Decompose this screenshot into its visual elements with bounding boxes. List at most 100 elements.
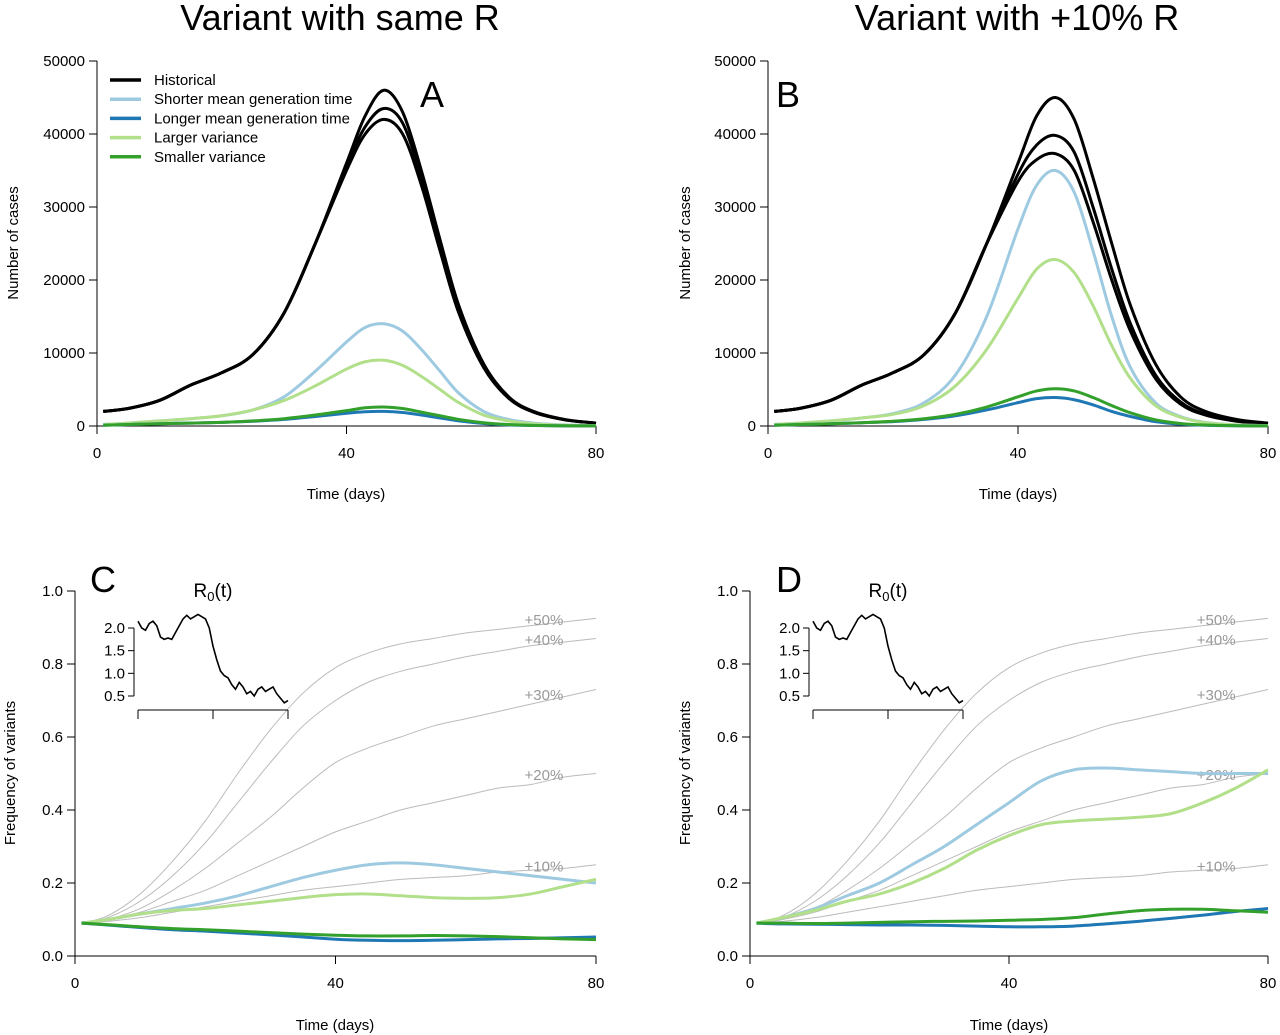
x-tick-label: 0 bbox=[746, 975, 754, 992]
inset-y-tick-label: 2.0 bbox=[779, 620, 800, 637]
x-axis-label: Time (days) bbox=[970, 1017, 1049, 1034]
y-tick-label: 0 bbox=[77, 418, 85, 435]
x-tick-label: 40 bbox=[338, 445, 355, 462]
series-line bbox=[81, 921, 597, 942]
x-tick-label: 40 bbox=[327, 975, 344, 992]
y-tick-label: 30000 bbox=[714, 199, 756, 216]
reference-line-+30% bbox=[81, 689, 597, 924]
reference-label: +20% bbox=[525, 767, 564, 784]
x-tick-label: 80 bbox=[588, 975, 605, 992]
y-tick-label: 30000 bbox=[43, 199, 85, 216]
legend-label: Shorter mean generation time bbox=[154, 91, 352, 108]
inset-title: R0(t) bbox=[869, 581, 908, 604]
y-tick-label: 40000 bbox=[714, 126, 756, 143]
inset-title-main: R bbox=[869, 581, 883, 602]
reference-label: +50% bbox=[525, 612, 564, 629]
series-line bbox=[774, 258, 1269, 428]
y-tick-label: 0.8 bbox=[42, 656, 63, 673]
x-tick-label: 80 bbox=[588, 445, 605, 462]
series-line bbox=[103, 358, 597, 428]
inset-y-tick-label: 1.0 bbox=[104, 665, 125, 682]
inset-r0-line bbox=[812, 613, 964, 704]
reference-label: +40% bbox=[525, 632, 564, 649]
reference-line-+30% bbox=[756, 689, 1269, 924]
title-left: Variant with same R bbox=[180, 0, 499, 38]
title-right: Variant with +10% R bbox=[855, 0, 1180, 38]
y-tick-label: 0.4 bbox=[42, 802, 63, 819]
y-tick-label: 10000 bbox=[43, 345, 85, 362]
inset-title-rest: (t) bbox=[890, 581, 908, 602]
series-line bbox=[756, 907, 1269, 926]
series-line bbox=[774, 168, 1269, 428]
x-tick-label: 40 bbox=[1010, 445, 1027, 462]
inset-title-rest: (t) bbox=[215, 581, 233, 602]
series-line bbox=[103, 405, 597, 428]
inset-y-tick-label: 0.5 bbox=[779, 688, 800, 705]
inset-y-tick-label: 1.5 bbox=[779, 643, 800, 660]
panel-D: 0 40 80 0.0 0.2 0.4 0.6 0.8 1.0 Time (days) Freque… bbox=[677, 559, 1276, 1034]
x-axis-label: Time (days) bbox=[979, 486, 1058, 503]
y-axis-label: Frequency of variants bbox=[677, 701, 694, 845]
y-tick-label: 0.2 bbox=[42, 875, 63, 892]
legend: Historical Shorter mean generation time Lo… bbox=[110, 72, 352, 166]
panel-C: 0 40 80 0.0 0.2 0.4 0.6 0.8 1.0 Time (days) Freque… bbox=[2, 559, 604, 1034]
legend-label: Longer mean generation time bbox=[154, 110, 350, 127]
y-axis-label: Number of cases bbox=[5, 186, 22, 299]
reference-label: +40% bbox=[1197, 632, 1236, 649]
y-axis-label: Number of cases bbox=[677, 186, 694, 299]
y-tick-label: 0.0 bbox=[42, 948, 63, 965]
panel-B: 0 40 80 0 10000 20000 30000 40000 50000 Time (day… bbox=[677, 53, 1276, 503]
inset-y-tick-label: 2.0 bbox=[104, 620, 125, 637]
y-tick-label: 50000 bbox=[714, 53, 756, 70]
x-axis-label: Time (days) bbox=[307, 486, 386, 503]
y-tick-label: 1.0 bbox=[42, 583, 63, 600]
x-tick-label: 80 bbox=[1260, 975, 1277, 992]
reference-line-+10% bbox=[81, 864, 597, 924]
inset-y-tick-label: 1.0 bbox=[779, 665, 800, 682]
y-tick-label: 0.6 bbox=[717, 729, 738, 746]
legend-label: Smaller variance bbox=[154, 149, 266, 166]
panel-A: 0 40 80 0 10000 20000 30000 40000 50000 Time (day… bbox=[5, 53, 604, 503]
x-tick-label: 0 bbox=[71, 975, 79, 992]
y-tick-label: 0.0 bbox=[717, 948, 738, 965]
series-line bbox=[756, 766, 1268, 925]
series-line bbox=[774, 151, 1269, 426]
reference-line-+40% bbox=[756, 637, 1269, 924]
x-tick-label: 0 bbox=[93, 445, 101, 462]
y-tick-label: 0.8 bbox=[717, 656, 738, 673]
reference-label: +20% bbox=[1197, 767, 1236, 784]
reference-line-+40% bbox=[81, 637, 597, 924]
legend-label: Larger variance bbox=[154, 130, 258, 147]
reference-line-+50% bbox=[756, 617, 1269, 924]
panel-letter: D bbox=[776, 559, 802, 600]
y-tick-label: 0.6 bbox=[42, 729, 63, 746]
inset-title: R0(t) bbox=[194, 581, 233, 604]
reference-label: +10% bbox=[1197, 858, 1236, 875]
series-line bbox=[774, 387, 1269, 428]
reference-line-+50% bbox=[81, 617, 597, 924]
x-axis-label: Time (days) bbox=[296, 1017, 375, 1034]
legend-label: Historical bbox=[154, 72, 216, 89]
inset-y-tick-label: 0.5 bbox=[104, 688, 125, 705]
panel-letter: A bbox=[420, 74, 444, 115]
y-tick-label: 50000 bbox=[43, 53, 85, 70]
series-line bbox=[774, 96, 1269, 425]
inset-title-main: R bbox=[194, 581, 208, 602]
series-line bbox=[756, 768, 1269, 925]
y-tick-label: 10000 bbox=[714, 345, 756, 362]
reference-label: +10% bbox=[525, 858, 564, 875]
y-tick-label: 20000 bbox=[43, 272, 85, 289]
inset-title-sub: 0 bbox=[207, 589, 214, 604]
x-tick-label: 80 bbox=[1260, 445, 1277, 462]
y-tick-label: 0.2 bbox=[717, 875, 738, 892]
inset-title-sub: 0 bbox=[882, 589, 889, 604]
panel-letter: C bbox=[90, 559, 116, 600]
x-tick-label: 40 bbox=[1001, 975, 1018, 992]
y-tick-label: 20000 bbox=[714, 272, 756, 289]
inset-r0: 0.5 1.0 1.5 2.0 R0(t) bbox=[104, 581, 289, 719]
series-line bbox=[103, 117, 597, 425]
reference-line-+20% bbox=[81, 773, 597, 924]
inset-y-tick-label: 1.5 bbox=[104, 643, 125, 660]
y-tick-label: 1.0 bbox=[717, 583, 738, 600]
y-tick-label: 0 bbox=[748, 418, 756, 435]
